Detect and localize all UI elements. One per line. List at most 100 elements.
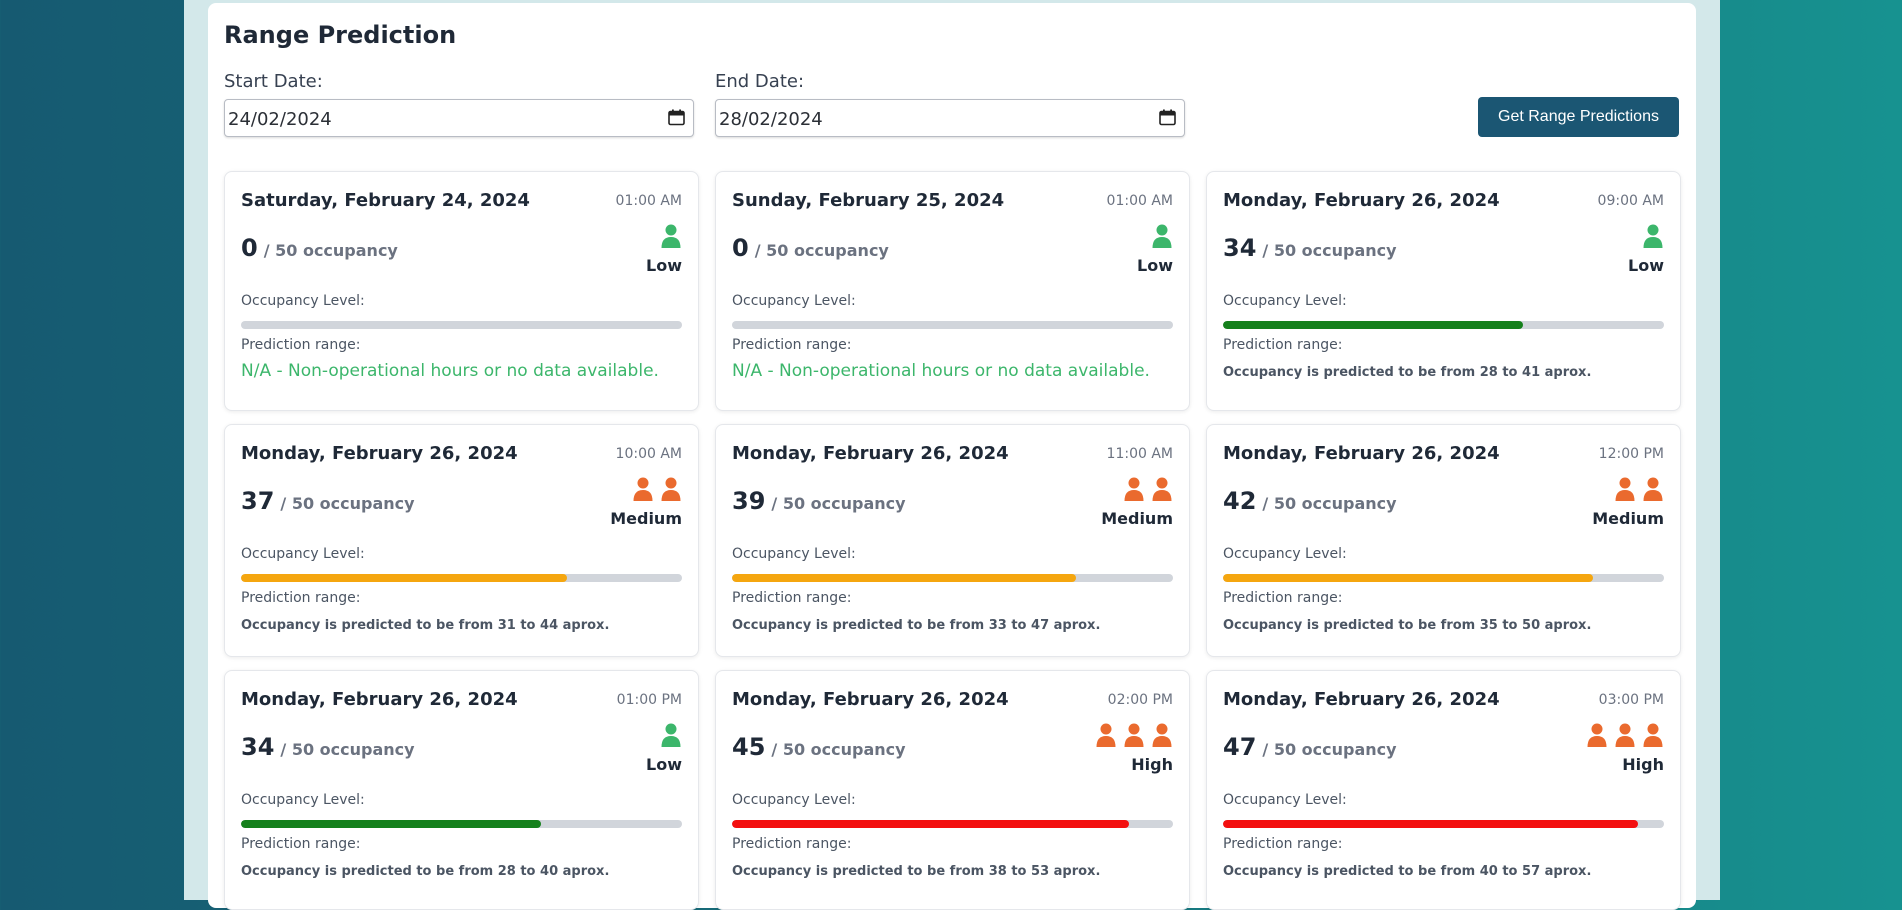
card-date: Sunday, February 25, 2024 <box>732 190 1005 211</box>
card-occupancy-count: 0 / 50 occupancy <box>241 234 398 262</box>
prediction-range-text: Occupancy is predicted to be from 31 to … <box>241 618 610 633</box>
occupancy-capacity: / 50 occupancy <box>1262 241 1397 260</box>
card-occupancy-count: 37 / 50 occupancy <box>241 487 415 515</box>
prediction-card: Saturday, February 24, 2024 01:00 AM 0 / 50… <box>224 171 699 411</box>
occupancy-value: 0 <box>241 234 258 262</box>
occupancy-level-label: Occupancy Level: <box>241 293 365 309</box>
occupancy-level-badge: Low <box>1628 256 1664 275</box>
end-date-value: 28/02/2024 <box>719 109 823 130</box>
card-date: Saturday, February 24, 2024 <box>241 190 530 211</box>
person-icon <box>1096 723 1116 747</box>
occupancy-bar <box>241 574 682 582</box>
end-date-input[interactable]: 28/02/2024 <box>715 99 1185 137</box>
occupancy-bar-fill <box>1223 321 1523 329</box>
occupancy-people-icons <box>1151 223 1173 249</box>
page-title: Range Prediction <box>224 21 457 49</box>
card-time: 01:00 AM <box>615 193 682 209</box>
calendar-icon[interactable] <box>668 109 685 126</box>
occupancy-bar <box>1223 820 1664 828</box>
card-time: 01:00 AM <box>1106 193 1173 209</box>
occupancy-people-icons <box>1614 476 1664 502</box>
occupancy-value: 42 <box>1223 487 1257 515</box>
occupancy-bar-fill <box>1223 820 1638 828</box>
occupancy-capacity: / 50 occupancy <box>280 494 415 513</box>
occupancy-people-icons <box>660 223 682 249</box>
prediction-range-label: Prediction range: <box>241 836 361 852</box>
card-occupancy-count: 47 / 50 occupancy <box>1223 733 1397 761</box>
prediction-range-text: Occupancy is predicted to be from 38 to … <box>732 864 1101 879</box>
occupancy-level-label: Occupancy Level: <box>732 546 856 562</box>
prediction-range-text: Occupancy is predicted to be from 40 to … <box>1223 864 1592 879</box>
occupancy-capacity: / 50 occupancy <box>1262 494 1397 513</box>
occupancy-level-badge: Medium <box>1101 509 1173 528</box>
occupancy-level-label: Occupancy Level: <box>732 293 856 309</box>
prediction-range-text: N/A - Non-operational hours or no data a… <box>241 361 659 381</box>
occupancy-level-badge: Medium <box>1592 509 1664 528</box>
card-date: Monday, February 26, 2024 <box>241 689 518 710</box>
person-icon <box>633 477 653 501</box>
person-icon <box>1643 477 1663 501</box>
prediction-range-label: Prediction range: <box>1223 836 1343 852</box>
person-icon <box>1615 477 1635 501</box>
occupancy-people-icons <box>660 722 682 748</box>
card-occupancy-count: 45 / 50 occupancy <box>732 733 906 761</box>
prediction-card: Monday, February 26, 2024 03:00 PM 47 / 50 … <box>1206 670 1681 910</box>
card-time: 01:00 PM <box>616 692 682 708</box>
occupancy-bar <box>241 820 682 828</box>
occupancy-bar <box>241 321 682 329</box>
occupancy-value: 37 <box>241 487 275 515</box>
calendar-icon[interactable] <box>1159 109 1176 126</box>
occupancy-people-icons <box>1586 722 1664 748</box>
person-icon <box>661 477 681 501</box>
prediction-card: Monday, February 26, 2024 09:00 AM 34 / 50 … <box>1206 171 1681 411</box>
range-prediction-panel: Range Prediction Start Date: 24/02/2024 … <box>208 3 1696 910</box>
occupancy-bar <box>1223 574 1664 582</box>
end-date-label: End Date: <box>715 71 805 92</box>
prediction-card: Monday, February 26, 2024 10:00 AM 37 / 50 … <box>224 424 699 657</box>
prediction-range-text: Occupancy is predicted to be from 35 to … <box>1223 618 1592 633</box>
prediction-range-text: Occupancy is predicted to be from 33 to … <box>732 618 1101 633</box>
person-icon <box>1124 477 1144 501</box>
prediction-range-text: N/A - Non-operational hours or no data a… <box>732 361 1150 381</box>
occupancy-bar-fill <box>241 820 541 828</box>
card-date: Monday, February 26, 2024 <box>1223 443 1500 464</box>
occupancy-bar <box>732 574 1173 582</box>
occupancy-level-label: Occupancy Level: <box>1223 293 1347 309</box>
card-occupancy-count: 34 / 50 occupancy <box>1223 234 1397 262</box>
occupancy-bar-fill <box>241 574 568 582</box>
person-icon <box>1152 224 1172 248</box>
prediction-card: Monday, February 26, 2024 12:00 PM 42 / 50 … <box>1206 424 1681 657</box>
occupancy-level-badge: Low <box>646 256 682 275</box>
prediction-range-label: Prediction range: <box>241 590 361 606</box>
occupancy-people-icons <box>1095 722 1173 748</box>
occupancy-capacity: / 50 occupancy <box>1262 740 1397 759</box>
card-date: Monday, February 26, 2024 <box>1223 689 1500 710</box>
prediction-range-label: Prediction range: <box>732 590 852 606</box>
prediction-range-label: Prediction range: <box>732 337 852 353</box>
occupancy-level-badge: High <box>1131 755 1173 774</box>
occupancy-value: 47 <box>1223 733 1257 761</box>
occupancy-level-badge: High <box>1622 755 1664 774</box>
card-time: 02:00 PM <box>1107 692 1173 708</box>
prediction-card: Monday, February 26, 2024 02:00 PM 45 / 50 … <box>715 670 1190 910</box>
occupancy-level-label: Occupancy Level: <box>241 792 365 808</box>
person-icon <box>1152 723 1172 747</box>
occupancy-level-label: Occupancy Level: <box>732 792 856 808</box>
card-date: Monday, February 26, 2024 <box>732 689 1009 710</box>
start-date-label: Start Date: <box>224 71 323 92</box>
person-icon <box>661 224 681 248</box>
person-icon <box>1124 723 1144 747</box>
occupancy-level-badge: Low <box>1137 256 1173 275</box>
card-date: Monday, February 26, 2024 <box>732 443 1009 464</box>
person-icon <box>1615 723 1635 747</box>
occupancy-capacity: / 50 occupancy <box>263 241 398 260</box>
occupancy-level-label: Occupancy Level: <box>241 546 365 562</box>
occupancy-value: 34 <box>241 733 275 761</box>
card-time: 12:00 PM <box>1598 446 1664 462</box>
card-occupancy-count: 0 / 50 occupancy <box>732 234 889 262</box>
occupancy-capacity: / 50 occupancy <box>771 494 906 513</box>
occupancy-value: 34 <box>1223 234 1257 262</box>
start-date-input[interactable]: 24/02/2024 <box>224 99 694 137</box>
occupancy-capacity: / 50 occupancy <box>771 740 906 759</box>
get-range-predictions-button[interactable]: Get Range Predictions <box>1478 97 1679 137</box>
